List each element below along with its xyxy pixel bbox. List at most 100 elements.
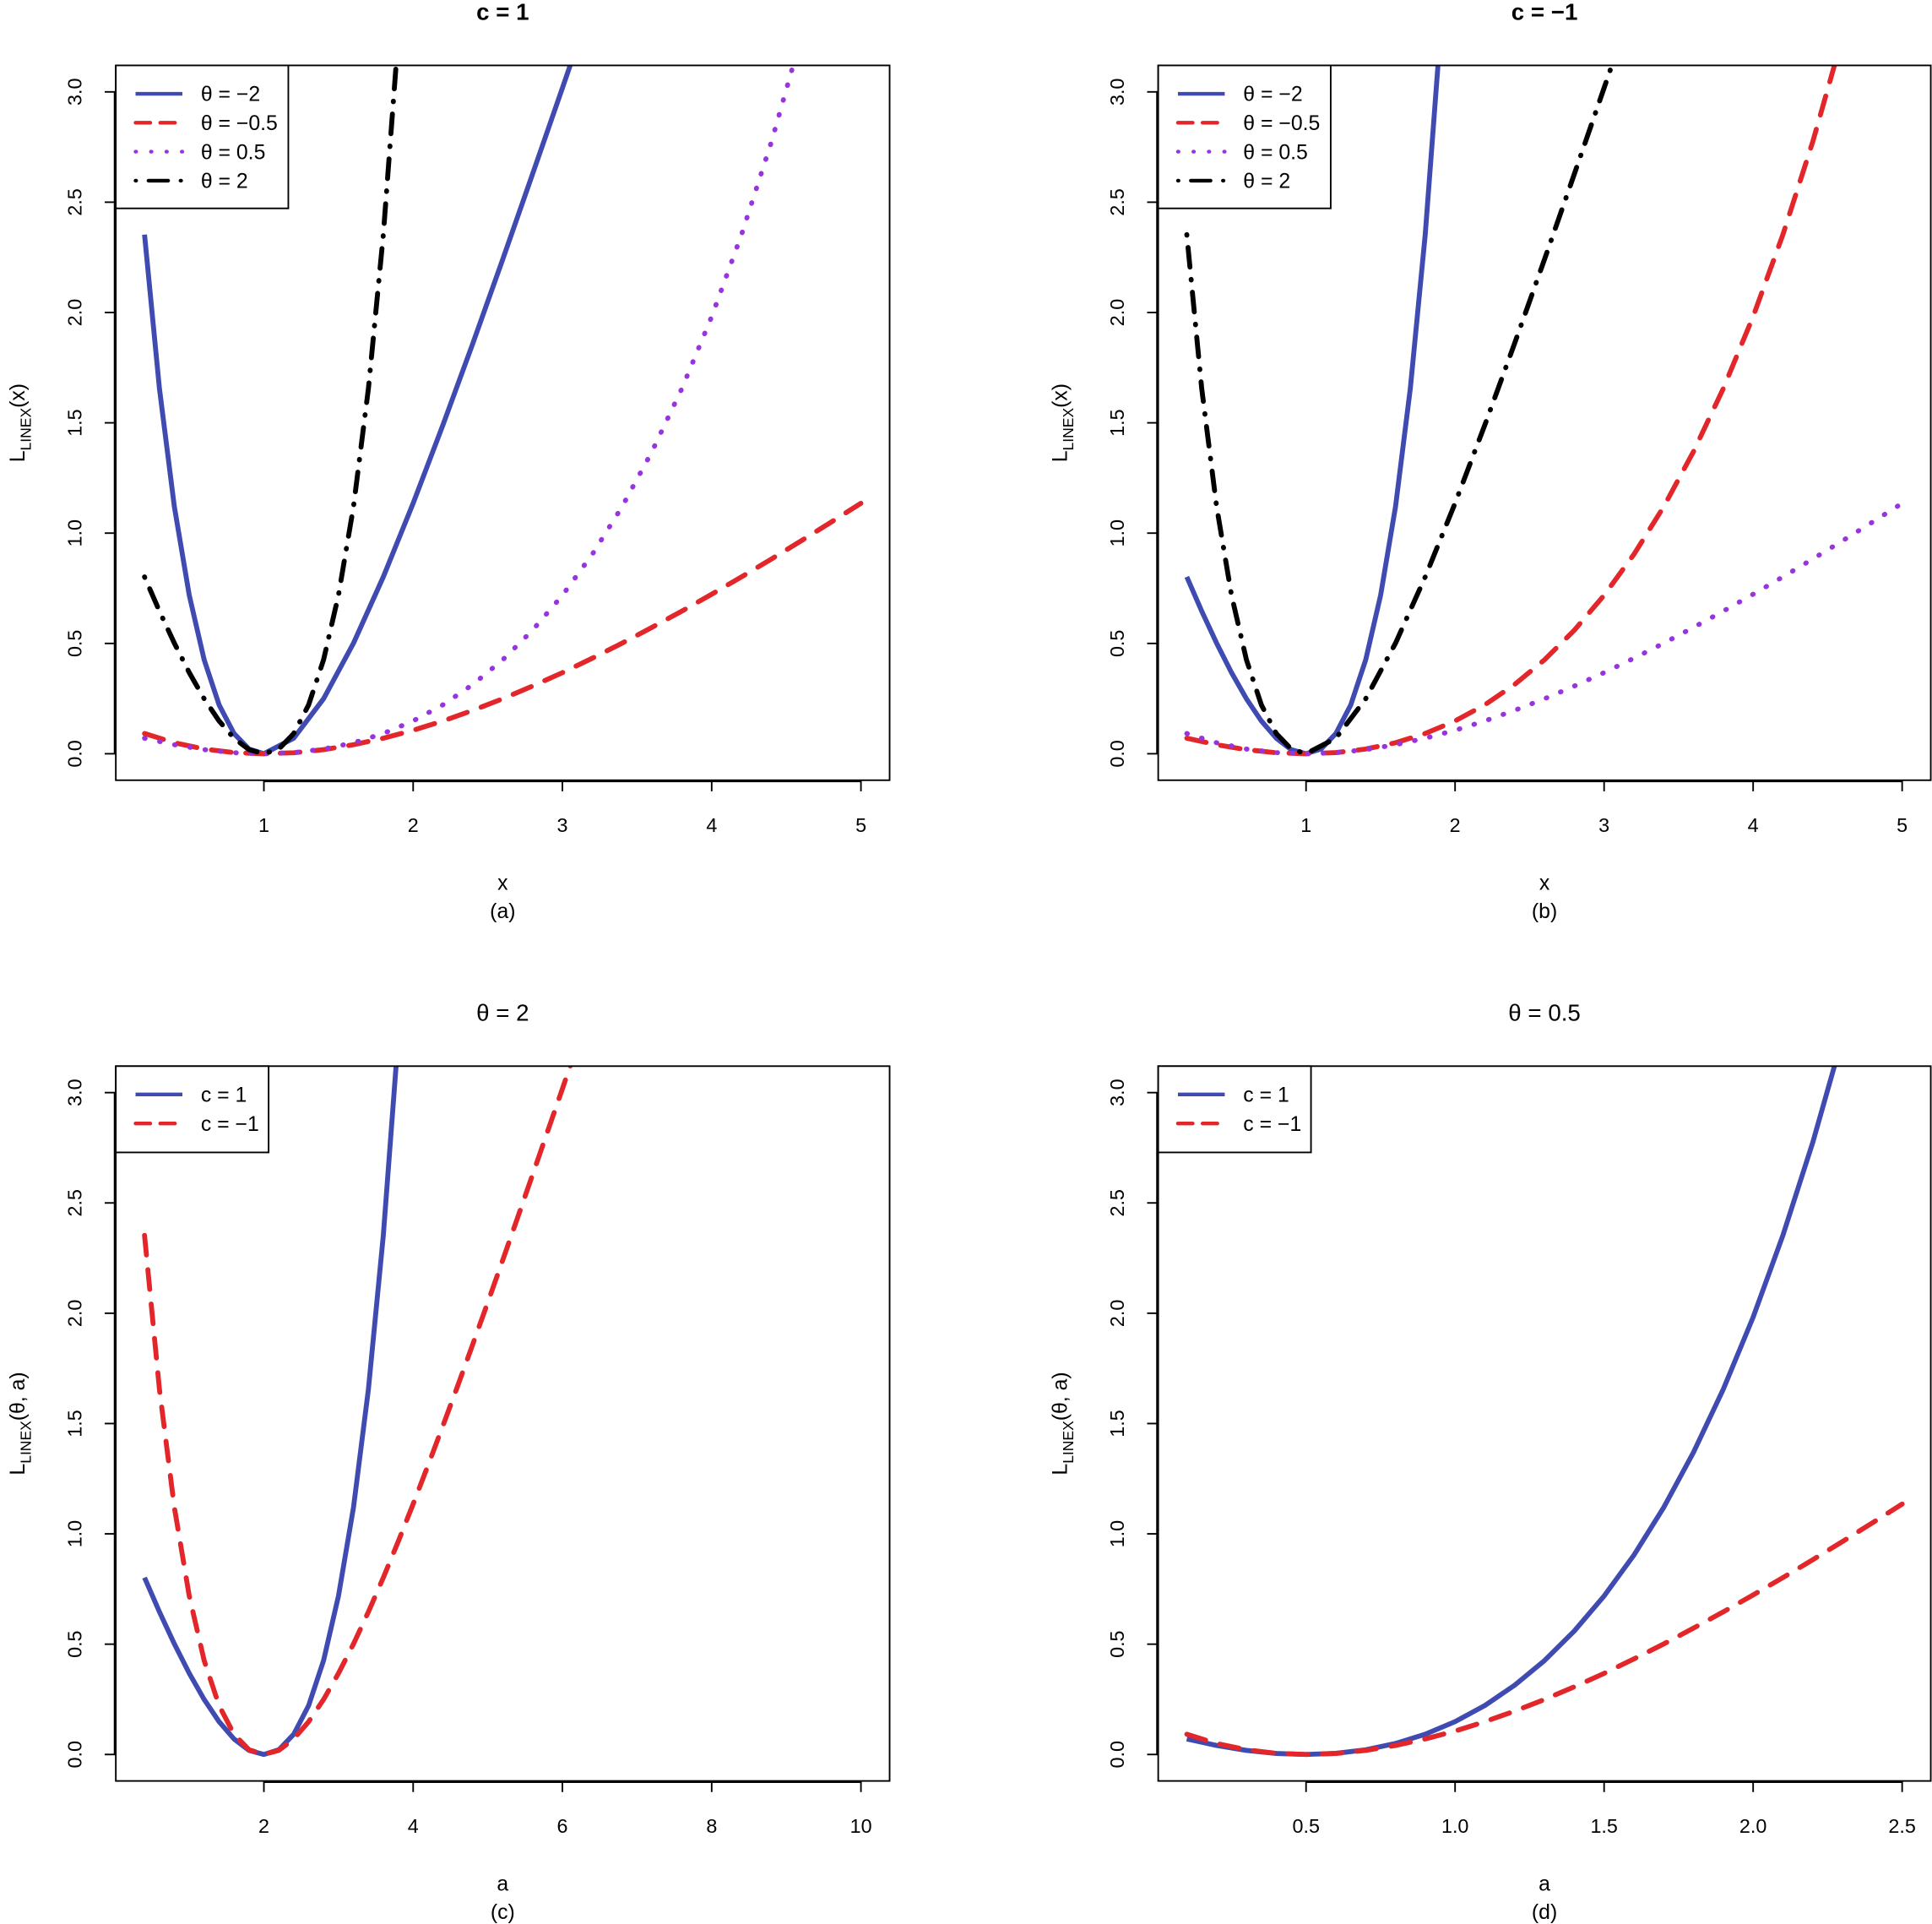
series-line-1 [142,500,864,757]
legend-box [1157,64,1332,209]
series-line-3 [1184,65,1615,757]
x-tick-label: 5 [855,814,866,836]
x-axis: 0.5 1.0 1.5 2.0 2.5 [1292,1780,1916,1837]
x-axis: 1 2 3 4 5 [258,780,866,836]
panel-title: c = −1 [1511,0,1578,24]
y-tick-label: 3.0 [1106,79,1128,106]
series-line-2 [1184,500,1905,757]
y-tick-label: 3.0 [1106,1079,1128,1106]
legend-label-2: θ = 0.5 [201,141,266,164]
y-label-suffix: (x) [7,383,30,408]
panel-caption: (c) [491,1901,515,1924]
legend-label-0: θ = −2 [201,84,260,106]
legend-label-0: c = 1 [1243,1084,1289,1107]
legend-label-0: c = 1 [201,1084,247,1107]
y-tick-label: 0.5 [63,630,85,657]
legend-box [1157,1065,1312,1154]
y-label-subscript: LINEX [1060,1421,1077,1464]
series-line-1 [142,1066,573,1758]
y-axis-label: LLINEX(x) [1050,383,1077,462]
y-tick-label: 1.5 [63,409,85,436]
panel-c: 2 4 6 8 10 0.0 0.5 1.0 1.5 2.0 2.5 3.0 θ = 2 a (c) LLIN… [7,999,891,1924]
x-tick-label: 2 [408,814,419,836]
x-axis-label: a [497,1872,508,1895]
x-tick-label: 3 [557,814,568,836]
x-tick-label: 4 [408,1815,419,1837]
panel-caption: (b) [1532,900,1557,923]
y-tick-label: 1.0 [1106,1520,1128,1547]
panel-caption: (a) [490,900,515,923]
y-tick-label: 0.5 [1106,1630,1128,1657]
legend: θ = −2 θ = −0.5 θ = 0.5 θ = 2 [1157,64,1332,209]
y-tick-label: 1.0 [63,519,85,546]
legend-box [115,64,290,209]
y-tick-label: 2.0 [1106,299,1128,326]
y-tick-label: 1.0 [1106,519,1128,546]
x-tick-label: 1.0 [1441,1815,1468,1837]
panel-title: θ = 0.5 [1508,999,1581,1025]
y-tick-label: 3.0 [63,1079,85,1106]
legend-label-0: θ = −2 [1243,84,1302,106]
legend-label-1: c = −1 [1243,1113,1301,1136]
y-label-main: L [7,1464,30,1476]
x-tick-label: 1 [258,814,269,836]
y-label-subscript: LINEX [1060,408,1077,451]
y-label-main: L [7,450,30,462]
x-tick-label: 3 [1598,814,1609,836]
x-tick-label: 5 [1897,814,1908,836]
panel-b: 1 2 3 4 5 0.0 0.5 1.0 1.5 2.0 2.5 3.0 c = −1 x (b) LLIN… [1050,0,1932,923]
x-tick-label: 2.0 [1739,1815,1766,1837]
y-tick-label: 0.5 [1106,630,1128,657]
x-tick-label: 8 [706,1815,717,1837]
plot-frame [1157,1065,1932,1782]
y-tick-label: 2.5 [1106,1189,1128,1216]
x-axis-label: x [1539,872,1550,895]
y-label-suffix: (θ, a) [7,1372,30,1421]
legend-label-1: θ = −0.5 [201,112,278,135]
legend-box [115,1065,270,1154]
x-axis-label: x [497,872,508,895]
x-tick-label: 2.5 [1888,1815,1915,1837]
x-tick-label: 1.5 [1590,1815,1617,1837]
y-tick-label: 1.5 [1106,409,1128,436]
plot-frame [115,1065,891,1782]
y-label-main: L [1050,1464,1072,1476]
x-tick-label: 2 [258,1815,269,1837]
y-tick-label: 1.5 [1106,1410,1128,1437]
series-line-1 [1184,1501,1905,1758]
y-label-main: L [1050,450,1072,462]
series-line-3 [142,65,399,757]
x-tick-label: 2 [1450,814,1461,836]
y-tick-label: 2.5 [63,1189,85,1216]
legend: c = 1 c = −1 [115,1065,270,1154]
y-tick-label: 0.0 [63,1741,85,1768]
x-axis-label: a [1539,1872,1550,1895]
panel-d: 0.5 1.0 1.5 2.0 2.5 0.0 0.5 1.0 1.5 2.0 2.5 3.0 θ = … [1050,999,1932,1924]
y-axis-label: LLINEX(θ, a) [1050,1372,1077,1475]
legend-label-1: θ = −0.5 [1243,112,1320,135]
y-label-subscript: LINEX [17,408,34,451]
x-tick-label: 10 [850,1815,872,1837]
y-axis-label: LLINEX(θ, a) [7,1372,34,1475]
x-axis: 2 4 6 8 10 [258,1780,872,1837]
legend-label-2: θ = 0.5 [1243,141,1308,164]
panel-title: θ = 2 [476,999,529,1025]
x-tick-label: 1 [1300,814,1311,836]
y-tick-label: 0.5 [63,1630,85,1657]
x-tick-label: 0.5 [1292,1815,1319,1837]
y-tick-label: 2.0 [63,299,85,326]
panel-caption: (d) [1532,1901,1557,1924]
y-axis: 0.0 0.5 1.0 1.5 2.0 2.5 3.0 [63,1079,117,1769]
y-tick-label: 1.5 [63,1410,85,1437]
y-tick-label: 2.0 [1106,1300,1128,1327]
y-tick-label: 2.5 [1106,188,1128,215]
legend-label-3: θ = 2 [201,171,248,193]
y-axis: 0.0 0.5 1.0 1.5 2.0 2.5 3.0 [63,79,117,768]
y-axis-label: LLINEX(x) [7,383,34,462]
panel-title: c = 1 [476,0,529,24]
y-label-suffix: (x) [1050,383,1072,408]
y-tick-label: 2.0 [63,1300,85,1327]
x-tick-label: 4 [1748,814,1759,836]
y-axis: 0.0 0.5 1.0 1.5 2.0 2.5 3.0 [1106,79,1159,768]
